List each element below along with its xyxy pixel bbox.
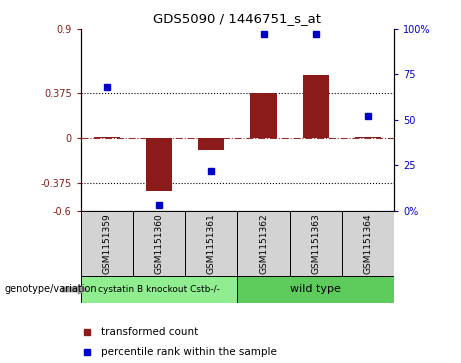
Bar (94, 137, 120, 138)
Text: cystatin B knockout Cstb-/-: cystatin B knockout Cstb-/- (98, 285, 220, 294)
Text: genotype/variation: genotype/variation (5, 285, 97, 294)
Text: percentile rank within the sample: percentile rank within the sample (101, 347, 278, 357)
Bar (342, 211, 394, 276)
Bar (133, 211, 185, 276)
Text: wild type: wild type (290, 285, 341, 294)
Bar (81, 211, 133, 276)
Bar (81, 276, 237, 303)
Bar (198, 138, 225, 150)
Title: GDS5090 / 1446751_s_at: GDS5090 / 1446751_s_at (154, 12, 321, 25)
Text: GSM1151360: GSM1151360 (154, 213, 164, 274)
Bar (237, 276, 394, 303)
Bar (290, 211, 342, 276)
Bar (250, 93, 277, 138)
Text: GSM1151359: GSM1151359 (102, 213, 111, 274)
Text: GSM1151361: GSM1151361 (207, 213, 216, 274)
Bar (185, 211, 237, 276)
Text: transformed count: transformed count (101, 327, 199, 337)
Text: GSM1151363: GSM1151363 (311, 213, 320, 274)
Bar (237, 211, 290, 276)
Text: GSM1151362: GSM1151362 (259, 213, 268, 274)
Bar (355, 137, 381, 138)
Bar (146, 138, 172, 191)
Bar (303, 75, 329, 138)
Text: GSM1151364: GSM1151364 (364, 213, 372, 274)
